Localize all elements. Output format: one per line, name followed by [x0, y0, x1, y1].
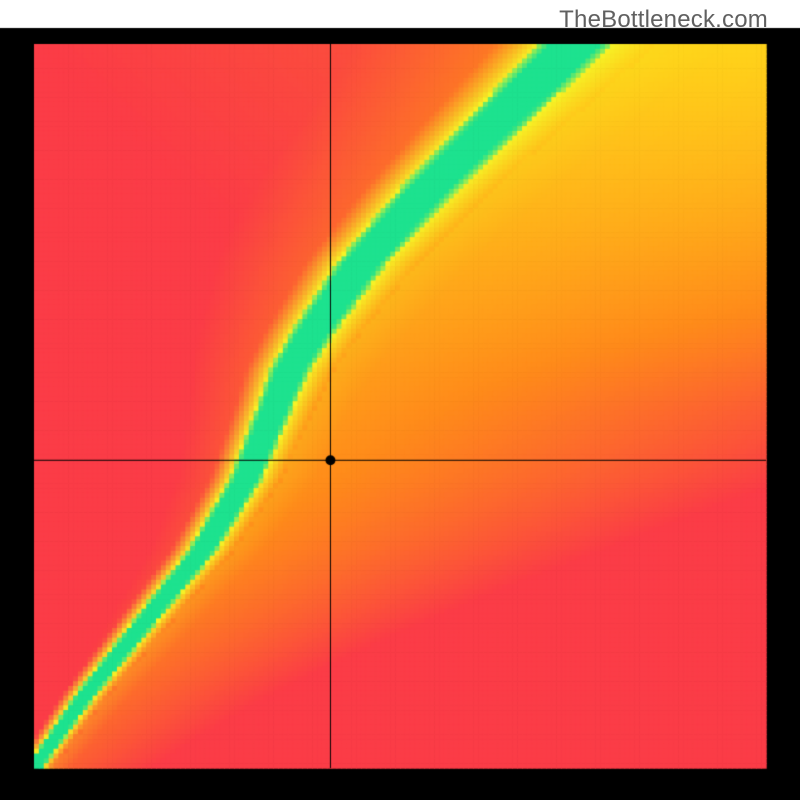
chart-container: TheBottleneck.com — [0, 0, 800, 800]
bottleneck-heatmap — [0, 0, 800, 800]
watermark-text: TheBottleneck.com — [559, 6, 768, 34]
